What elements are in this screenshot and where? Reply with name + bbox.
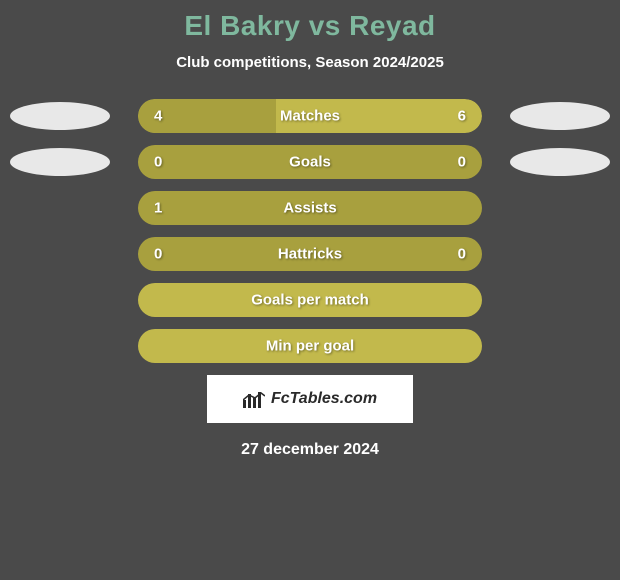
logo-chart-icon bbox=[243, 390, 265, 408]
player-left-ellipse bbox=[10, 102, 110, 130]
stat-label: Min per goal bbox=[266, 338, 354, 355]
stat-value-left: 1 bbox=[154, 200, 162, 217]
logo-text: FcTables.com bbox=[271, 390, 377, 408]
stat-row: Min per goal bbox=[0, 329, 620, 363]
stat-row: 0 0 Hattricks bbox=[0, 237, 620, 271]
stat-label: Matches bbox=[280, 108, 340, 125]
player-left-ellipse bbox=[10, 148, 110, 176]
stat-label: Goals per match bbox=[251, 292, 369, 309]
stat-value-right: 6 bbox=[458, 108, 466, 125]
stat-value-right: 0 bbox=[458, 154, 466, 171]
fctables-logo: FcTables.com bbox=[207, 375, 413, 423]
stat-value-right: 0 bbox=[458, 246, 466, 263]
player-right-ellipse bbox=[510, 102, 610, 130]
stat-value-left: 4 bbox=[154, 108, 162, 125]
stat-row: 1 Assists bbox=[0, 191, 620, 225]
stat-row: 0 0 Goals bbox=[0, 145, 620, 179]
stat-value-left: 0 bbox=[154, 246, 162, 263]
stat-label: Hattricks bbox=[278, 246, 342, 263]
stat-value-left: 0 bbox=[154, 154, 162, 171]
stat-row: 4 6 Matches bbox=[0, 99, 620, 133]
comparison-container: El Bakry vs Reyad Club competitions, Sea… bbox=[0, 0, 620, 459]
player-right-ellipse bbox=[510, 148, 610, 176]
stat-rows: 4 6 Matches 0 0 Goals 1 Assists 0 0 Hattricks Goals… bbox=[0, 99, 620, 363]
stat-label: Goals bbox=[289, 154, 331, 171]
subtitle: Club competitions, Season 2024/2025 bbox=[0, 54, 620, 71]
date-text: 27 december 2024 bbox=[0, 441, 620, 459]
stat-row: Goals per match bbox=[0, 283, 620, 317]
stat-label: Assists bbox=[283, 200, 336, 217]
page-title: El Bakry vs Reyad bbox=[0, 10, 620, 42]
